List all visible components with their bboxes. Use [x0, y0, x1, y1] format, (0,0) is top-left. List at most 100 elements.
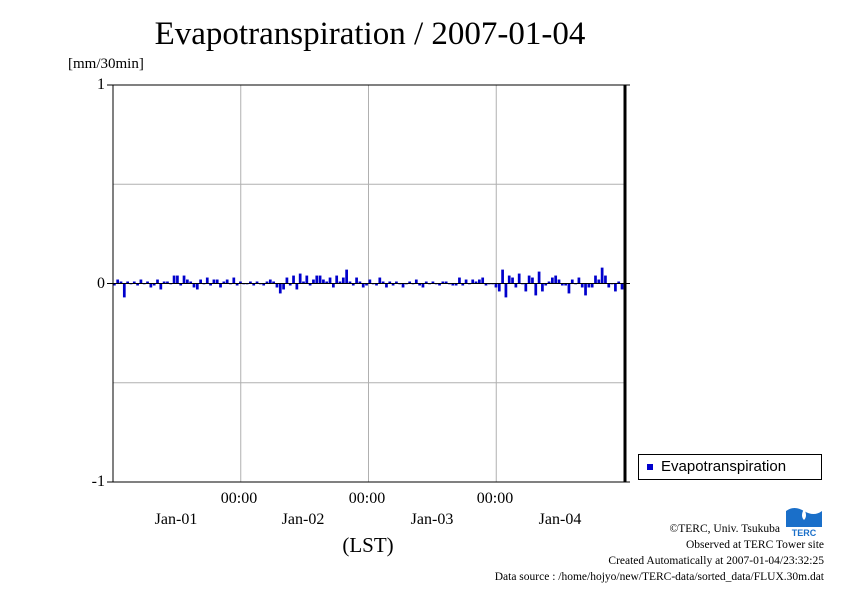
data-bar	[564, 283, 567, 286]
data-bar	[554, 275, 558, 284]
data-bar	[441, 281, 445, 284]
data-bar	[219, 283, 222, 288]
data-bar	[351, 283, 355, 286]
data-bar	[249, 281, 252, 284]
data-bar	[255, 281, 259, 284]
data-bar	[527, 275, 531, 284]
data-bar	[328, 277, 332, 284]
terc-logo: TERC	[784, 503, 824, 539]
data-bar	[604, 275, 607, 284]
data-bar	[225, 279, 229, 284]
data-bar	[594, 275, 597, 284]
data-bar	[617, 281, 621, 284]
data-bar	[139, 279, 143, 284]
data-bar	[308, 283, 312, 286]
logo-text: TERC	[792, 528, 817, 538]
data-bar	[358, 281, 362, 284]
data-bar	[524, 283, 528, 292]
data-bar	[590, 283, 594, 288]
data-bar	[182, 275, 186, 284]
x-date-label-4: Jan-04	[538, 511, 582, 528]
data-bar	[385, 283, 388, 288]
data-bar	[136, 283, 139, 286]
data-bar	[292, 275, 295, 284]
data-bar	[288, 283, 292, 286]
data-bar	[192, 283, 196, 288]
data-bar	[295, 283, 299, 290]
credits-site: Observed at TERC Tower site	[685, 539, 824, 551]
data-bar	[298, 273, 302, 284]
axis-ticks	[107, 84, 630, 483]
data-bar	[570, 279, 574, 284]
data-bar	[547, 281, 551, 284]
data-bar	[199, 279, 202, 284]
data-bar	[318, 275, 322, 284]
data-bar	[544, 283, 548, 286]
data-bar	[113, 283, 116, 286]
data-bar	[272, 281, 275, 284]
x-date-label-3: Jan-03	[410, 511, 454, 528]
data-bar	[205, 277, 209, 284]
data-bar	[607, 283, 611, 288]
data-bar	[222, 281, 226, 284]
data-bar	[119, 281, 123, 284]
data-bar	[424, 281, 428, 284]
data-bar	[395, 281, 398, 284]
data-bar	[391, 283, 395, 286]
data-bar	[361, 283, 365, 288]
data-bar	[132, 281, 136, 284]
data-bar	[478, 279, 481, 284]
y-tick-label-top: 1	[97, 76, 105, 93]
data-bar	[162, 281, 166, 284]
data-bar	[262, 283, 266, 286]
data-bar	[179, 283, 183, 286]
x-time-tick-3: 00:00	[476, 490, 514, 507]
data-bar	[567, 283, 571, 294]
data-bar	[501, 269, 504, 284]
data-bar	[338, 281, 342, 284]
data-bar	[152, 283, 156, 286]
data-bar	[146, 281, 149, 284]
legend: Evapotranspiration	[638, 454, 822, 480]
data-bar	[365, 283, 368, 286]
data-bar	[235, 283, 239, 286]
data-bar	[378, 277, 382, 284]
data-bar	[421, 283, 425, 288]
data-bar	[285, 277, 289, 284]
data-bar	[577, 277, 581, 284]
chart-title: Evapotranspiration / 2007-01-04	[154, 16, 586, 52]
data-bar	[232, 277, 236, 284]
data-bar	[122, 283, 126, 298]
data-bar	[580, 283, 584, 288]
data-bar	[517, 273, 521, 284]
credits-source: Data source : /home/hojyo/new/TERC-data/…	[494, 571, 824, 583]
data-bar	[497, 283, 501, 292]
data-bar	[325, 281, 329, 284]
data-bar	[507, 275, 511, 284]
data-bar	[541, 283, 544, 292]
data-bar	[551, 277, 554, 284]
data-bar	[312, 279, 315, 284]
data-bar	[537, 271, 541, 284]
y-axis-unit-label: [mm/30min]	[68, 56, 144, 72]
legend-swatch	[647, 464, 653, 470]
data-bar	[176, 275, 179, 284]
data-bar	[341, 277, 345, 284]
data-bars	[113, 267, 624, 298]
data-bar	[322, 279, 325, 284]
data-bar	[531, 277, 534, 284]
data-bar	[414, 279, 418, 284]
data-bar	[345, 269, 348, 284]
data-bar	[156, 279, 159, 284]
data-bar	[494, 283, 498, 288]
data-bar	[212, 279, 216, 284]
data-bar	[381, 281, 385, 284]
x-time-tick-1: 00:00	[220, 490, 258, 507]
data-bar	[401, 283, 405, 288]
data-bar	[368, 279, 372, 284]
data-bar	[474, 281, 478, 284]
data-bar	[252, 283, 256, 286]
data-bar	[504, 283, 508, 298]
data-bar	[614, 283, 617, 292]
credits-block: ©TERC, Univ. Tsukuba Observed at TERC To…	[495, 521, 824, 585]
